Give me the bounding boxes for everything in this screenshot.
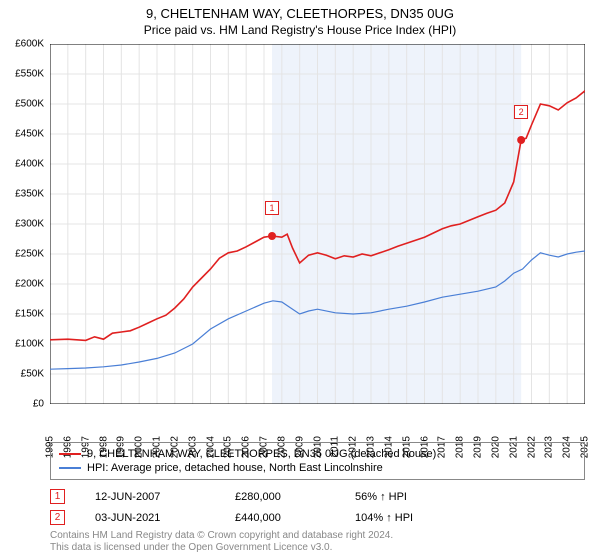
chart-container: 9, CHELTENHAM WAY, CLEETHORPES, DN35 0UG… — [0, 0, 600, 560]
sale-price: £440,000 — [235, 512, 325, 524]
sale-marker-legend: 1 — [50, 489, 65, 504]
legend-swatch — [59, 467, 81, 469]
y-tick-label: £50K — [21, 369, 44, 380]
y-tick-label: £250K — [15, 249, 44, 260]
sale-date: 12-JUN-2007 — [95, 491, 205, 503]
y-axis-labels: £0£50K£100K£150K£200K£250K£300K£350K£400… — [0, 44, 48, 404]
footer-line-2: This data is licensed under the Open Gov… — [50, 542, 585, 554]
chart-plot-area: 12 — [50, 44, 585, 404]
chart-svg — [50, 44, 585, 404]
sale-price: £280,000 — [235, 491, 325, 503]
sales-list: 1 12-JUN-2007 £280,000 56% ↑ HPI 2 03-JUN-202… — [50, 486, 585, 528]
y-tick-label: £150K — [15, 309, 44, 320]
y-tick-label: £500K — [15, 99, 44, 110]
sale-marker-1: 1 — [265, 201, 279, 215]
y-tick-label: £200K — [15, 279, 44, 290]
x-axis-labels: 1995199619971998199920002001200220032004… — [50, 406, 585, 440]
title-sub: Price paid vs. HM Land Registry's House … — [0, 21, 600, 37]
legend-swatch — [59, 453, 81, 455]
y-tick-label: £300K — [15, 219, 44, 230]
sale-marker-legend: 2 — [50, 510, 65, 525]
legend-row: 9, CHELTENHAM WAY, CLEETHORPES, DN35 0UG… — [59, 447, 576, 461]
title-main: 9, CHELTENHAM WAY, CLEETHORPES, DN35 0UG — [0, 0, 600, 21]
sale-row: 2 03-JUN-2021 £440,000 104% ↑ HPI — [50, 507, 585, 528]
sale-vs-hpi: 104% ↑ HPI — [355, 512, 413, 524]
y-tick-label: £0 — [33, 399, 44, 410]
y-tick-label: £100K — [15, 339, 44, 350]
legend: 9, CHELTENHAM WAY, CLEETHORPES, DN35 0UG… — [50, 442, 585, 480]
sale-vs-hpi: 56% ↑ HPI — [355, 491, 407, 503]
legend-label: HPI: Average price, detached house, Nort… — [87, 462, 383, 474]
y-tick-label: £450K — [15, 129, 44, 140]
legend-label: 9, CHELTENHAM WAY, CLEETHORPES, DN35 0UG… — [87, 448, 436, 460]
y-tick-label: £400K — [15, 159, 44, 170]
footer-line-1: Contains HM Land Registry data © Crown c… — [50, 530, 585, 542]
legend-row: HPI: Average price, detached house, Nort… — [59, 461, 576, 475]
sale-date: 03-JUN-2021 — [95, 512, 205, 524]
y-tick-label: £550K — [15, 69, 44, 80]
sale-marker-2: 2 — [514, 105, 528, 119]
sale-row: 1 12-JUN-2007 £280,000 56% ↑ HPI — [50, 486, 585, 507]
y-tick-label: £600K — [15, 39, 44, 50]
y-tick-label: £350K — [15, 189, 44, 200]
footer-note: Contains HM Land Registry data © Crown c… — [50, 530, 585, 554]
